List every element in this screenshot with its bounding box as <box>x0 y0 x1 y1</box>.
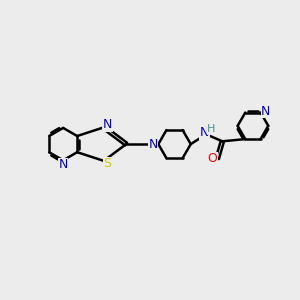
Text: O: O <box>207 152 217 165</box>
Text: N: N <box>58 158 68 171</box>
Text: N: N <box>103 118 112 131</box>
Text: H: H <box>207 124 216 134</box>
Text: N: N <box>200 126 209 139</box>
Text: N: N <box>261 105 271 118</box>
Text: S: S <box>103 157 111 170</box>
Text: N: N <box>148 138 158 151</box>
